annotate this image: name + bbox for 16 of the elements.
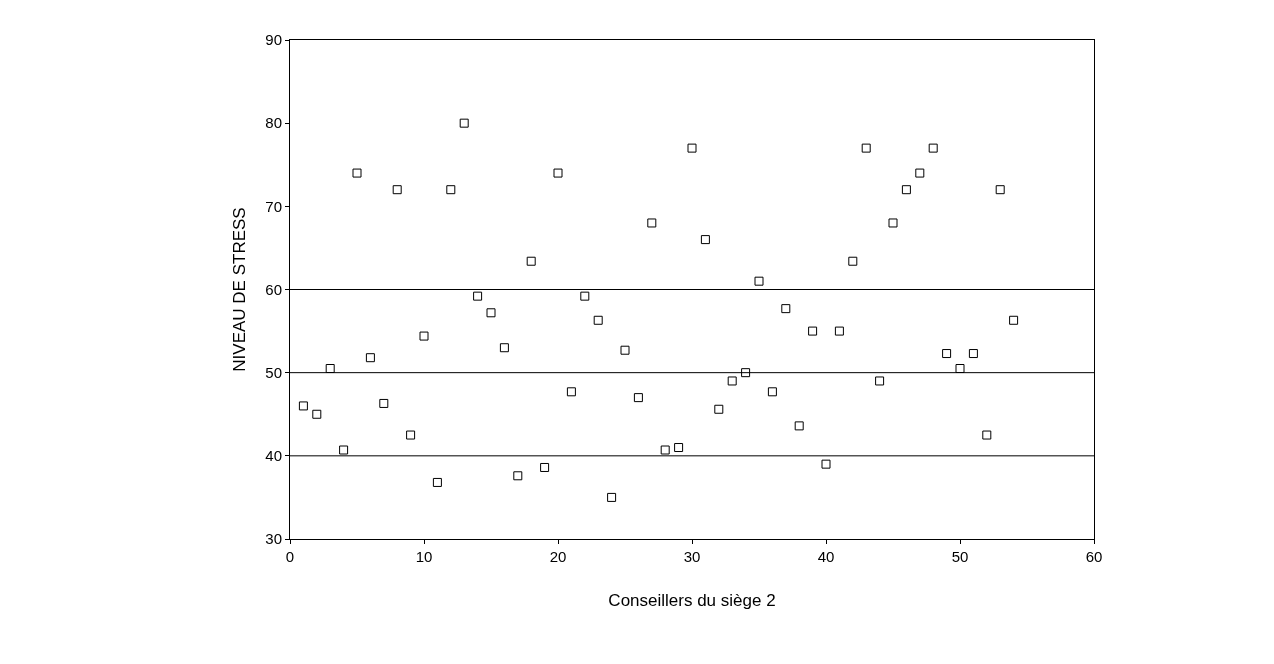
y-tick-label: 80 [265,114,282,132]
x-tick-label: 60 [1085,548,1103,565]
y-tick-label: 90 [265,31,282,49]
x-tick-label: 0 [285,548,295,565]
x-tick-label: 50 [951,548,969,565]
y-tick-label: 40 [265,447,282,465]
x-axis-title: Conseillers du siège 2 [608,591,776,611]
y-tick-label: 70 [265,197,282,215]
x-tick-label: 20 [549,548,567,565]
x-tick-label: 30 [683,548,701,565]
y-tick-label: 50 [265,363,282,381]
y-axis-title: NIVEAU DE STRESS [229,207,249,372]
y-tick-label: 60 [265,280,282,298]
x-tick-label: 40 [817,548,835,565]
x-tick-label: 10 [415,548,433,565]
y-tick-label: 30 [265,530,282,548]
